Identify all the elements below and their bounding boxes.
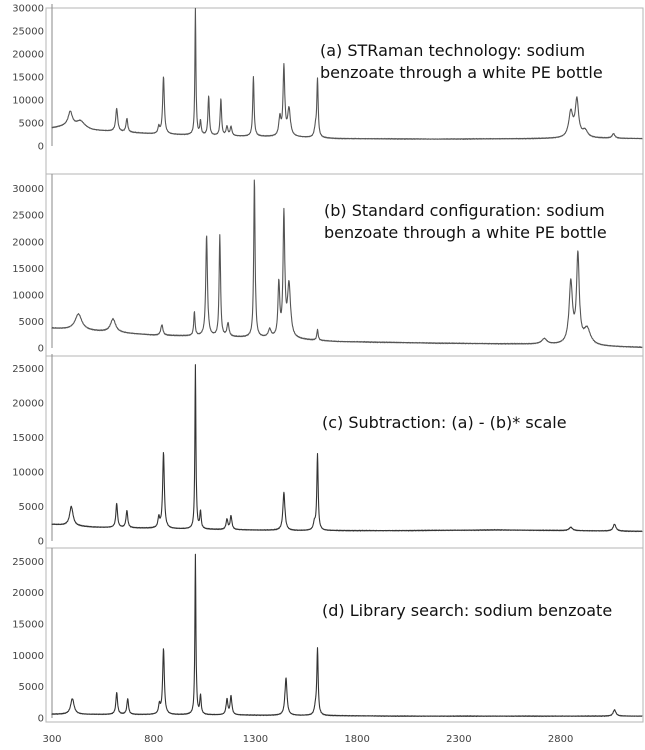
y-tick-label: 0: [38, 714, 44, 725]
spectrum-panel-b: 0 5000 10000 15000 20000 25000 30000 (b) Standa…: [12, 173, 643, 355]
figure-frame: [45, 7, 644, 723]
spectrum-panel-d: 0 5000 10000 15000 20000 25000 (d) Library sea…: [12, 547, 643, 725]
panel-title-line: benzoate through a white PE bottle: [320, 63, 603, 82]
x-tick-label: 2800: [548, 734, 573, 745]
y-tick-label: 15000: [12, 264, 44, 275]
x-tick-label: 300: [42, 734, 61, 745]
y-tick-label: 20000: [12, 50, 44, 61]
spectrum-panel-c: 0 5000 10000 15000 20000 25000 (c) Subtraction…: [12, 354, 643, 548]
y-tick-label: 20000: [12, 398, 44, 409]
y-tick-label: 0: [38, 344, 44, 355]
y-tick-label: 5000: [19, 502, 44, 513]
y-tick-label: 10000: [12, 290, 44, 301]
x-tick-label: 1800: [344, 734, 369, 745]
panel-title-line: (c) Subtraction: (a) - (b)* scale: [322, 413, 567, 432]
y-tick-label: 15000: [12, 620, 44, 631]
y-tick-label: 20000: [12, 237, 44, 248]
y-tick-label: 10000: [12, 96, 44, 107]
y-tick-label: 0: [38, 537, 44, 548]
spectrum-line: [51, 179, 643, 349]
y-tick-label: 25000: [12, 557, 44, 568]
spectrum-line: [51, 7, 643, 140]
panel-title-line: (b) Standard configuration: sodium: [324, 201, 605, 220]
x-axis: 300 800 1300 1800 2300 2800: [42, 734, 573, 745]
y-tick-label: 5000: [19, 119, 44, 130]
y-tick-label: 15000: [12, 433, 44, 444]
y-tick-label: 30000: [12, 4, 44, 15]
spectrum-line: [51, 553, 643, 718]
y-tick-label: 5000: [19, 317, 44, 328]
y-tick-label: 20000: [12, 588, 44, 599]
y-tick-label: 5000: [19, 682, 44, 693]
spectrum-panel-a: 0 5000 10000 15000 20000 25000 30000 (a) STRama…: [12, 4, 643, 153]
y-tick-label: 0: [38, 142, 44, 153]
y-tick-label: 15000: [12, 73, 44, 84]
panel-title-line: (a) STRaman technology: sodium: [320, 41, 585, 60]
x-tick-label: 2300: [446, 734, 471, 745]
y-tick-label: 25000: [12, 27, 44, 38]
y-tick-label: 10000: [12, 651, 44, 662]
y-tick-label: 30000: [12, 184, 44, 195]
panel-title-line: (d) Library search: sodium benzoate: [322, 601, 612, 620]
y-tick-label: 25000: [12, 364, 44, 375]
x-tick-label: 800: [144, 734, 163, 745]
x-tick-label: 1300: [243, 734, 268, 745]
y-tick-label: 25000: [12, 211, 44, 222]
spectrum-line: [51, 364, 643, 533]
panel-title-line: benzoate through a white PE bottle: [324, 223, 607, 242]
y-tick-label: 10000: [12, 467, 44, 478]
